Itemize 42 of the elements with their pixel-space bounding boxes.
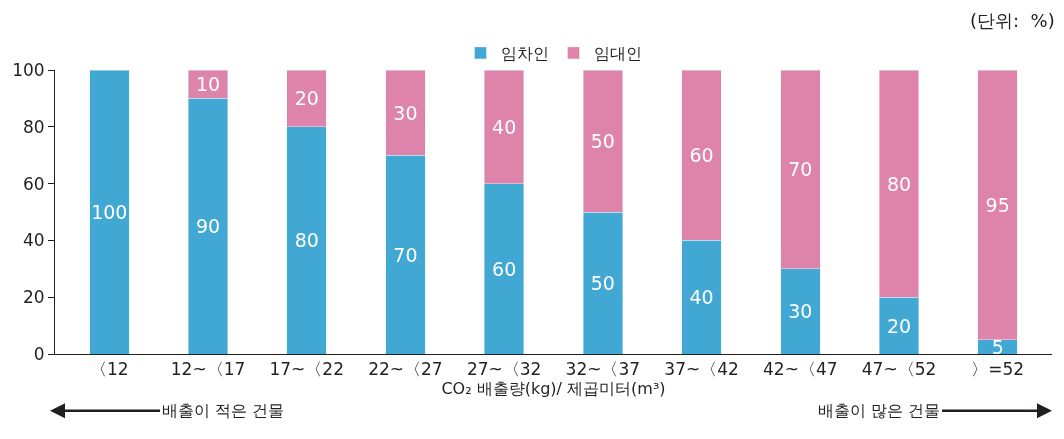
y-tick-label: 80 bbox=[22, 116, 45, 137]
x-tick-label: 27~〈32 bbox=[466, 359, 542, 380]
bar bbox=[89, 70, 130, 354]
data-label: 40 bbox=[492, 115, 517, 138]
data-label: 50 bbox=[590, 272, 615, 294]
x-axis-title: CO₂ 배출량(kg)/ 제곱미터(m³) bbox=[441, 379, 666, 399]
x-tick-label: 42~〈47 bbox=[763, 359, 838, 380]
data-label: 40 bbox=[689, 286, 714, 309]
data-label: 100 bbox=[91, 201, 128, 223]
x-tick-label: 17~〈22 bbox=[269, 359, 344, 380]
data-label: 60 bbox=[492, 257, 517, 280]
data-label: 70 bbox=[788, 158, 813, 181]
legend-label: 임대인 bbox=[593, 44, 642, 64]
data-label: 10 bbox=[195, 73, 221, 96]
data-label: 5 bbox=[991, 335, 1004, 358]
data-label: 70 bbox=[393, 243, 418, 266]
y-tick-label: 20 bbox=[22, 287, 45, 308]
x-tick-label: 〉=52 bbox=[971, 359, 1025, 380]
text: 배출이 많은 건물 bbox=[818, 401, 941, 420]
x-tick-label: 47~〈52 bbox=[861, 359, 937, 380]
data-label: 95 bbox=[985, 193, 1010, 216]
data-label: 80 bbox=[294, 229, 319, 252]
y-tick-label: 60 bbox=[22, 173, 45, 194]
y-tick-label: 0 bbox=[33, 343, 45, 364]
data-label: 80 bbox=[886, 172, 912, 195]
data-label: 20 bbox=[294, 87, 319, 110]
y-tick-label: 40 bbox=[22, 230, 45, 251]
data-label: 30 bbox=[788, 300, 813, 323]
x-tick-label: 37~〈42 bbox=[664, 359, 739, 380]
x-tick-label: 22~〈27 bbox=[368, 359, 443, 380]
legend-label: 임차인 bbox=[500, 44, 549, 64]
text: 배출이 적은 건물 bbox=[162, 401, 285, 420]
data-label: 60 bbox=[689, 144, 714, 167]
x-tick-label: 〈12 bbox=[89, 359, 129, 380]
x-tick-label: 12~〈17 bbox=[170, 359, 246, 380]
y-tick-label: 100 bbox=[12, 59, 45, 80]
data-label: 90 bbox=[195, 215, 221, 238]
data-label: 20 bbox=[886, 314, 912, 337]
data-label: 30 bbox=[393, 101, 418, 124]
x-tick-label: 32~〈37 bbox=[565, 359, 641, 380]
data-label: 50 bbox=[590, 130, 615, 152]
text: (단위: %) bbox=[970, 10, 1055, 31]
